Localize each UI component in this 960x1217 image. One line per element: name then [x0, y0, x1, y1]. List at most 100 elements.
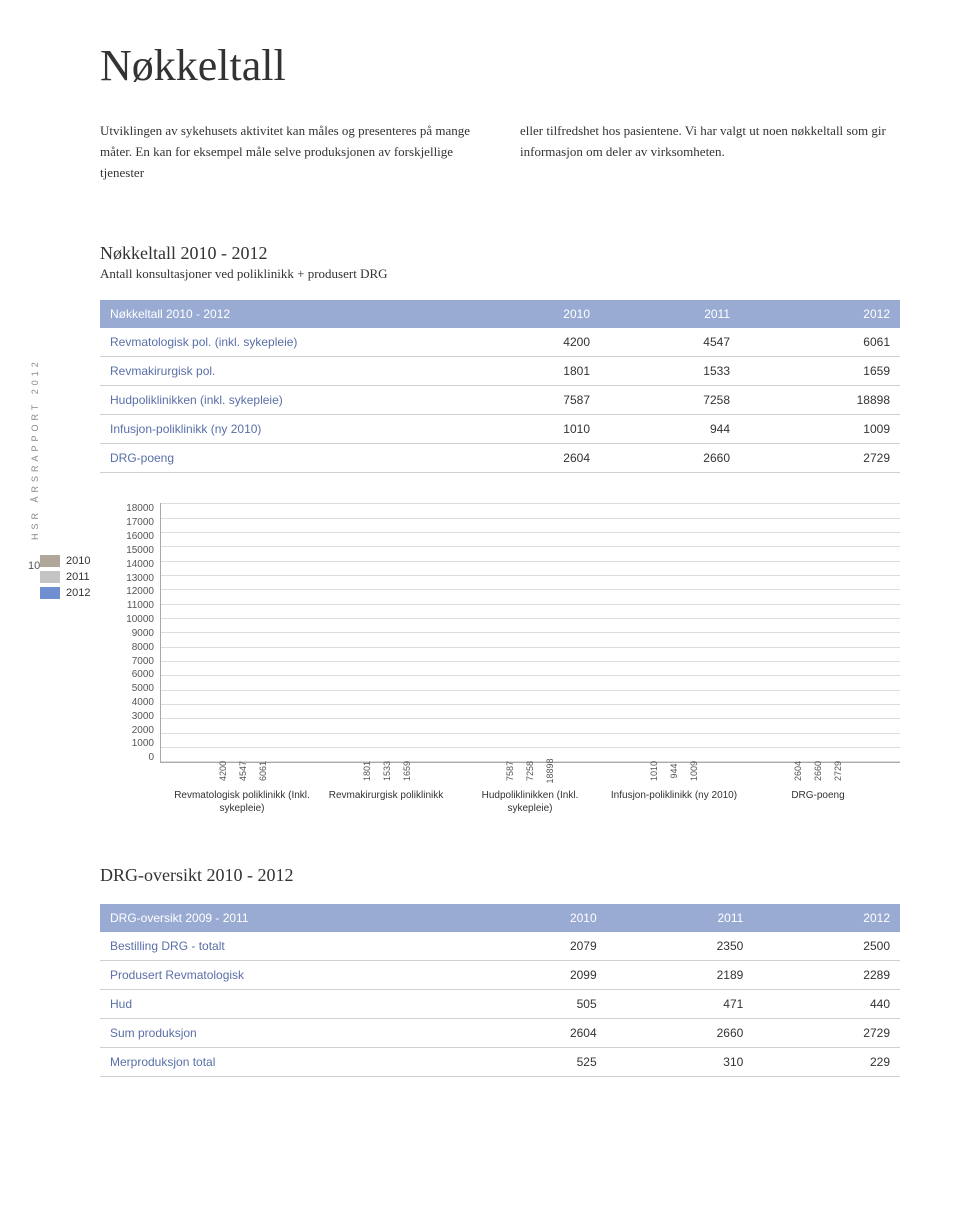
y-tick-label: 6000 [120, 669, 154, 680]
table-header-cell: 2011 [607, 904, 754, 932]
table-cell: Sum produksjon [100, 1019, 460, 1048]
y-tick-label: 1000 [120, 738, 154, 749]
table-cell: 1009 [740, 415, 900, 444]
legend-swatch [40, 587, 60, 599]
table-cell: 2729 [740, 444, 900, 473]
table-row: Merproduksjon total525310229 [100, 1048, 900, 1077]
bar-value-label: 1659 [402, 761, 412, 781]
table-cell: 471 [607, 990, 754, 1019]
chart-legend: 2010 2011 2012 [40, 555, 90, 603]
y-tick-label: 18000 [120, 503, 154, 514]
table-row: Revmatologisk pol. (inkl. sykepleie)4200… [100, 328, 900, 357]
section1-title: Nøkkeltall 2010 - 2012 [100, 243, 900, 264]
bar-value-label: 1533 [382, 761, 392, 781]
table-cell: 4200 [460, 328, 600, 357]
legend-label: 2010 [66, 555, 90, 567]
y-tick-label: 5000 [120, 683, 154, 694]
section1-subtitle: Antall konsultasjoner ved poliklinikk + … [100, 266, 900, 282]
table-cell: Hudpoliklinikken (inkl. sykepleie) [100, 386, 460, 415]
table-cell: Infusjon-poliklinikk (ny 2010) [100, 415, 460, 444]
bar-value-label: 944 [669, 764, 679, 779]
table-cell: Produsert Revmatologisk [100, 961, 460, 990]
x-tick-label: Infusjon-poliklinikk (ny 2010) [602, 789, 746, 815]
table-cell: Revmatologisk pol. (inkl. sykepleie) [100, 328, 460, 357]
y-tick-label: 11000 [120, 600, 154, 611]
legend-swatch [40, 571, 60, 583]
table-nokkeltall: Nøkkeltall 2010 - 2012201020112012 Revma… [100, 300, 900, 473]
bar-chart: 0100020003000400050006000700080009000100… [120, 503, 900, 815]
table-cell: 2660 [607, 1019, 754, 1048]
side-report-label: HSR ÅRSRAPPORT 2012 [30, 358, 40, 540]
table-cell: 1801 [460, 357, 600, 386]
table-cell: 2289 [753, 961, 900, 990]
legend-label: 2011 [66, 571, 90, 583]
table-header-cell: Nøkkeltall 2010 - 2012 [100, 300, 460, 328]
table-cell: 2604 [460, 444, 600, 473]
table-row: Infusjon-poliklinikk (ny 2010)1010944100… [100, 415, 900, 444]
table-cell: 6061 [740, 328, 900, 357]
table-cell: 505 [460, 990, 607, 1019]
table-cell: 2079 [460, 932, 607, 961]
table-cell: 2604 [460, 1019, 607, 1048]
legend-label: 2012 [66, 587, 90, 599]
page-number: 10 [28, 560, 40, 572]
table-cell: 1010 [460, 415, 600, 444]
y-tick-label: 15000 [120, 545, 154, 556]
x-tick-label: DRG-poeng [746, 789, 890, 815]
bar-value-label: 6061 [258, 761, 268, 781]
table-cell: 2729 [753, 1019, 900, 1048]
table-cell: 2500 [753, 932, 900, 961]
x-axis-labels: Revmatologisk poliklinikk (Inkl. sykeple… [160, 789, 900, 815]
table-row: Hud505471440 [100, 990, 900, 1019]
y-tick-label: 8000 [120, 642, 154, 653]
table-cell: 2099 [460, 961, 607, 990]
y-tick-label: 4000 [120, 697, 154, 708]
bar-value-label: 4547 [238, 761, 248, 781]
table-cell: Revmakirurgisk pol. [100, 357, 460, 386]
legend-item: 2011 [40, 571, 90, 583]
x-tick-label: Hudpoliklinikken (Inkl. sykepleie) [458, 789, 602, 815]
table-cell: 1659 [740, 357, 900, 386]
table-cell: Merproduksjon total [100, 1048, 460, 1077]
y-tick-label: 12000 [120, 586, 154, 597]
table-cell: 440 [753, 990, 900, 1019]
bar-value-label: 1801 [362, 761, 372, 781]
bar-value-label: 7587 [505, 761, 515, 781]
y-tick-label: 14000 [120, 559, 154, 570]
bar-value-label: 2660 [813, 761, 823, 781]
y-tick-label: 0 [120, 752, 154, 763]
plot-area: 4200454760611801153316597587725818898101… [160, 503, 900, 763]
table-cell: 7587 [460, 386, 600, 415]
table-cell: 2660 [600, 444, 740, 473]
table-cell: 7258 [600, 386, 740, 415]
y-tick-label: 16000 [120, 531, 154, 542]
table-cell: DRG-poeng [100, 444, 460, 473]
legend-item: 2010 [40, 555, 90, 567]
table-header-cell: 2010 [460, 300, 600, 328]
legend-swatch [40, 555, 60, 567]
y-tick-label: 3000 [120, 711, 154, 722]
table-cell: 310 [607, 1048, 754, 1077]
table-header-cell: 2012 [740, 300, 900, 328]
bar-value-label: 2604 [793, 761, 803, 781]
table-header-cell: 2012 [753, 904, 900, 932]
bar-value-label: 2729 [833, 761, 843, 781]
table-header-cell: DRG-oversikt 2009 - 2011 [100, 904, 460, 932]
table-row: Bestilling DRG - totalt207923502500 [100, 932, 900, 961]
table-row: Sum produksjon260426602729 [100, 1019, 900, 1048]
bar-value-label: 18898 [545, 759, 555, 784]
table-drg: DRG-oversikt 2009 - 2011201020112012 Bes… [100, 904, 900, 1077]
table-cell: 944 [600, 415, 740, 444]
table-row: Hudpoliklinikken (inkl. sykepleie)758772… [100, 386, 900, 415]
x-tick-label: Revmatologisk poliklinikk (Inkl. sykeple… [170, 789, 314, 815]
page-title: Nøkkeltall [100, 40, 900, 91]
table-cell: 2350 [607, 932, 754, 961]
table-header-cell: 2011 [600, 300, 740, 328]
table-cell: 1533 [600, 357, 740, 386]
y-tick-label: 17000 [120, 517, 154, 528]
x-tick-label: Revmakirurgisk poliklinikk [314, 789, 458, 815]
table-row: DRG-poeng260426602729 [100, 444, 900, 473]
y-tick-label: 7000 [120, 656, 154, 667]
y-tick-label: 10000 [120, 614, 154, 625]
bar-value-label: 7258 [525, 761, 535, 781]
